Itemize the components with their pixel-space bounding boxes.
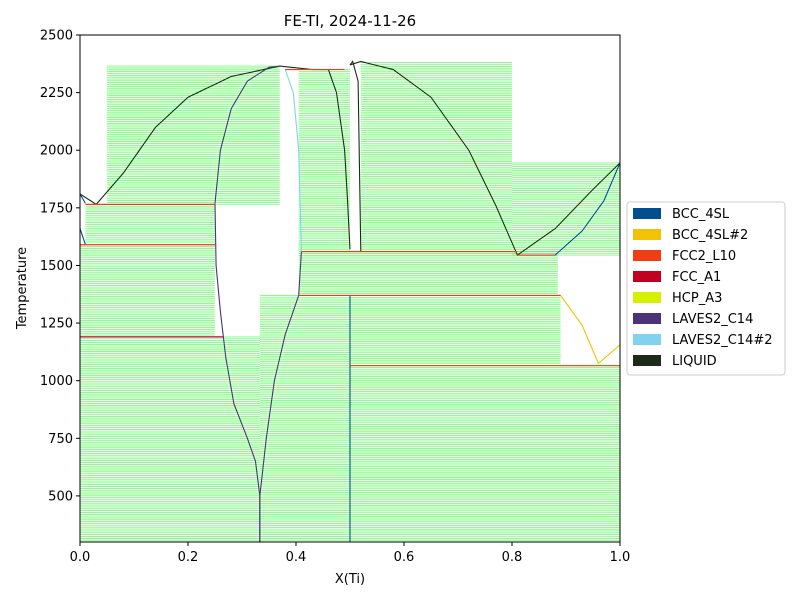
legend: BCC_4SL BCC_4SL#2 FCC2_L10 FCC_A1 HCP_A3 LAVE… [626, 201, 786, 376]
y-axis-label: Temperature [15, 247, 30, 330]
phase-boundary [349, 60, 620, 256]
legend-label: FCC2_L10 [672, 249, 736, 264]
legend-swatch [633, 208, 661, 219]
legend-label: LIQUID [672, 354, 717, 369]
x-tick-label: 0.8 [502, 550, 523, 565]
legend-label: BCC_4SL [672, 207, 730, 222]
legend-swatch [633, 313, 661, 324]
phase-boundary [80, 193, 86, 204]
y-tick-label: 750 [48, 432, 73, 447]
legend-swatch [633, 229, 661, 240]
y-tick-label: 1500 [40, 259, 73, 274]
legend-swatch [633, 334, 661, 345]
x-tick-label: 0.6 [394, 550, 415, 565]
phase-boundary [214, 65, 280, 204]
legend-swatch [633, 271, 661, 282]
y-tick-label: 1750 [40, 201, 73, 216]
y-tick-label: 1000 [40, 374, 73, 389]
legend-swatch [633, 292, 661, 303]
x-tick-label: 0.4 [286, 550, 307, 565]
phase-boundary [214, 203, 261, 542]
phase-boundary [80, 65, 313, 206]
legend-swatch [633, 250, 661, 261]
phase-boundary [80, 228, 86, 245]
x-tick-label: 0.0 [70, 550, 91, 565]
y-tick-label: 1250 [40, 317, 73, 332]
legend-label: LAVES2_C14 [672, 312, 753, 327]
legend-swatch [633, 355, 661, 366]
y-tick-label: 2250 [40, 86, 73, 101]
legend-label: LAVES2_C14#2 [672, 333, 773, 348]
y-tick-label: 2000 [40, 144, 73, 159]
phase-boundary [349, 60, 362, 252]
y-axis: 500 750 1000 1250 1500 1750 2000 2250 2500 [40, 29, 80, 504]
x-axis: 0.0 0.2 0.4 0.6 0.8 1.0 [70, 542, 631, 565]
legend-label: BCC_4SL#2 [672, 228, 748, 243]
plot-frame [79, 34, 621, 543]
y-tick-label: 500 [48, 489, 73, 504]
legend-label: FCC_A1 [672, 270, 721, 285]
x-axis-label: X(Ti) [335, 572, 365, 587]
tie-lines-layer [80, 62, 620, 542]
chart-title: FE-TI, 2024-11-26 [284, 12, 416, 30]
x-tick-label: 0.2 [178, 550, 199, 565]
legend-frame [626, 201, 786, 376]
phase-boundary [284, 69, 302, 252]
x-tick-label: 1.0 [610, 550, 631, 565]
y-tick-label: 2500 [40, 29, 73, 44]
phase-boundary [560, 295, 620, 365]
legend-label: HCP_A3 [672, 291, 722, 306]
invariant-lines-layer [80, 68, 620, 367]
